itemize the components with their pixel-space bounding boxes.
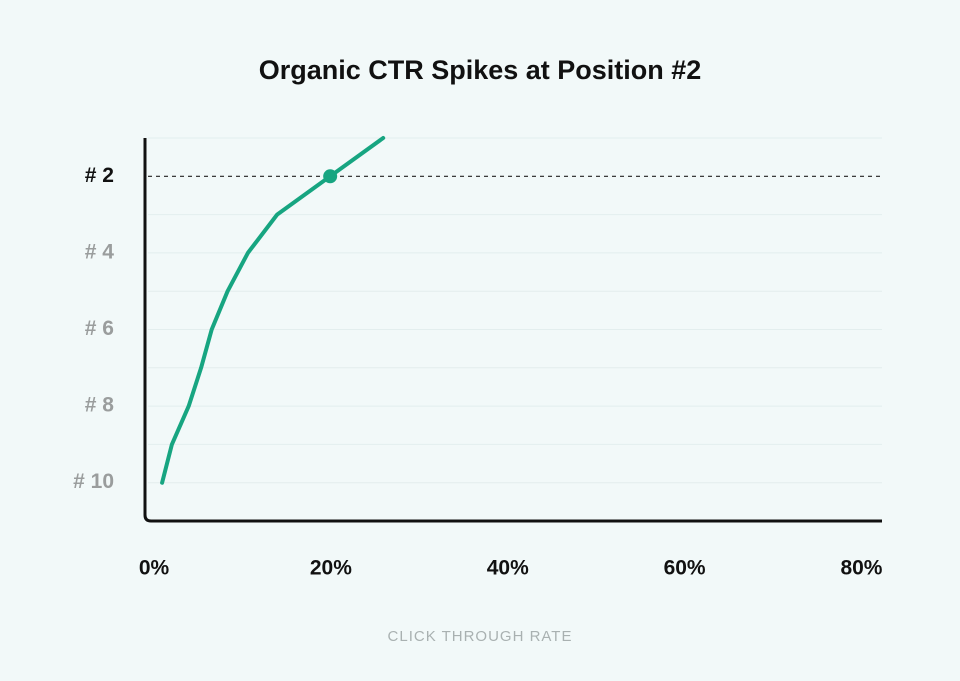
- x-tick-label: 40%: [487, 557, 529, 580]
- y-tick-label: # 4: [85, 240, 115, 263]
- line: [160, 136, 386, 485]
- y-tick-label: # 2: [85, 164, 114, 187]
- highlight-point: [323, 169, 338, 184]
- x-tick-label: 0%: [139, 557, 170, 580]
- chart-title: Organic CTR Spikes at Position #2: [259, 55, 702, 85]
- axes: [143, 138, 882, 523]
- y-tick-label: # 8: [85, 394, 115, 417]
- x-tick-label: 80%: [840, 557, 882, 580]
- x-tick-label: 20%: [310, 557, 352, 580]
- y-tick-label: # 10: [73, 470, 114, 493]
- x-tick-label: 60%: [664, 557, 706, 580]
- y-tick-label: # 6: [85, 317, 114, 340]
- x-axis-label: CLICK THROUGH RATE: [388, 628, 573, 645]
